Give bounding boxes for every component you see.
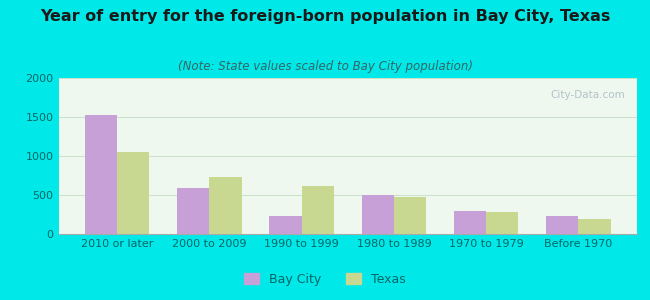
Bar bbox=[361, 195, 394, 234]
Bar bbox=[209, 177, 242, 234]
Bar bbox=[84, 116, 117, 234]
Bar bbox=[394, 197, 426, 234]
Bar bbox=[269, 216, 302, 234]
Bar bbox=[486, 212, 519, 234]
Bar bbox=[578, 219, 611, 234]
Text: City-Data.com: City-Data.com bbox=[551, 91, 625, 100]
Text: (Note: State values scaled to Bay City population): (Note: State values scaled to Bay City p… bbox=[177, 60, 473, 73]
Text: Year of entry for the foreign-born population in Bay City, Texas: Year of entry for the foreign-born popul… bbox=[40, 9, 610, 24]
Bar bbox=[546, 217, 578, 234]
Bar bbox=[302, 186, 334, 234]
Bar bbox=[454, 212, 486, 234]
Legend: Bay City, Texas: Bay City, Texas bbox=[239, 268, 411, 291]
Bar bbox=[117, 152, 150, 234]
Bar bbox=[177, 188, 209, 234]
